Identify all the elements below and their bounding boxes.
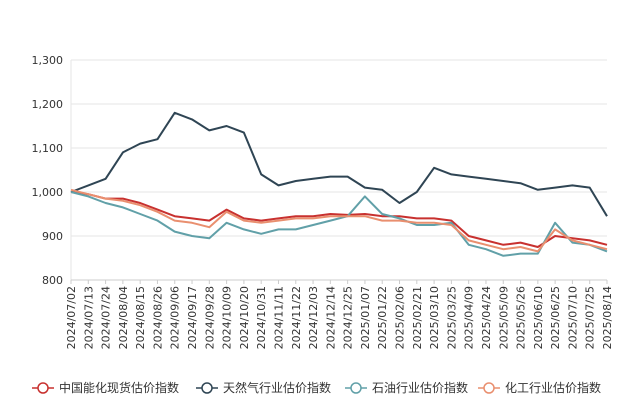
x-tick-label: 2024/12/03: [307, 286, 320, 349]
x-tick-label: 2025/01/07: [359, 286, 372, 349]
grid: [70, 59, 607, 281]
y-tick-label: 800: [42, 274, 63, 287]
y-tick-label: 900: [42, 230, 63, 243]
legend: 中国能化现货估价指数 天然气行业估价指数 石油行业估价指数 化工行业估价指数: [32, 380, 601, 395]
series-line-0: [70, 191, 608, 248]
y-tick-label: 1,200: [32, 98, 64, 111]
x-tick-label: 2024/08/26: [151, 286, 164, 349]
y-tick-label: 1,000: [32, 186, 64, 199]
x-tick-label: 2024/10/31: [255, 286, 268, 349]
x-tick-label: 2024/08/15: [134, 286, 147, 349]
x-tick-label: 2025/06/10: [532, 286, 545, 349]
y-tick-label: 1,100: [32, 142, 64, 155]
x-tick-label: 2024/09/17: [186, 286, 199, 349]
x-tick-label: 2024/07/13: [82, 286, 95, 349]
x-tick-label: 2025/04/09: [463, 286, 476, 349]
x-tick-label: 2024/11/11: [272, 286, 285, 349]
x-tick-label: 2024/09/28: [203, 286, 216, 349]
x-tick-label: 2024/10/09: [221, 286, 234, 349]
legend-label: 天然气行业估价指数: [223, 380, 331, 395]
series-line-2: [70, 191, 608, 257]
x-tick-label: 2025/01/22: [376, 286, 389, 349]
x-tick-label: 2024/12/14: [324, 286, 337, 349]
x-tick-label: 2024/07/24: [100, 286, 113, 349]
series-line-1: [70, 111, 608, 217]
x-tick-label: 2025/02/06: [394, 286, 407, 349]
x-tick-label: 2025/06/25: [549, 286, 562, 349]
x-tick-label: 2024/12/25: [342, 286, 355, 349]
x-tick-label: 2025/07/10: [566, 286, 579, 349]
x-tick-label: 2025/03/25: [445, 286, 458, 349]
legend-label: 中国能化现货估价指数: [59, 380, 179, 395]
x-tick-label: 2024/09/06: [169, 286, 182, 349]
legend-label: 化工行业估价指数: [505, 380, 601, 395]
x-tick-label: 2024/08/04: [117, 286, 130, 349]
legend-circle-icon: [201, 382, 213, 394]
x-tick-label: 2025/05/09: [497, 286, 510, 349]
x-tick-label: 2025/05/26: [515, 286, 528, 349]
x-tick-label: 2024/11/22: [290, 286, 303, 349]
x-tick-label: 2025/03/10: [428, 286, 441, 349]
legend-label: 石油行业估价指数: [372, 380, 468, 395]
series-lines: [70, 111, 608, 257]
x-tick-label: 2025/04/24: [480, 286, 493, 349]
x-axis: 2024/07/02 2024/07/13 2024/07/24 2024/08/04…: [65, 279, 614, 349]
x-tick-label: 2024/07/02: [65, 286, 78, 349]
x-tick-label: 2025/07/25: [584, 286, 597, 349]
legend-circle-icon: [37, 382, 49, 394]
y-axis: 800 900 1,000 1,100 1,200 1,300: [32, 54, 64, 287]
x-tick-label: 2024/10/20: [238, 286, 251, 349]
legend-circle-icon: [350, 382, 362, 394]
series-line-3: [70, 188, 608, 253]
x-tick-label: 2025/08/14: [601, 286, 614, 349]
legend-circle-icon: [483, 382, 495, 394]
x-tick-label: 2025/02/21: [411, 286, 424, 349]
y-tick-label: 1,300: [32, 54, 64, 67]
